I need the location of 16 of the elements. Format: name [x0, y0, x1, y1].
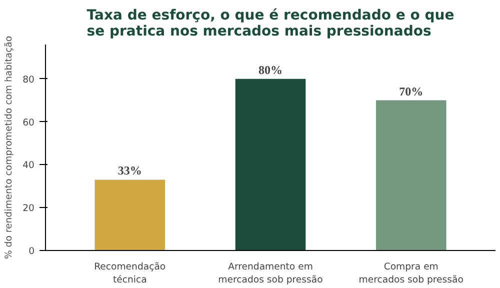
y-tick-label: 40 — [22, 160, 35, 172]
y-tick-label: 60 — [22, 117, 35, 128]
y-tick-label: 80 — [22, 74, 35, 86]
data-label: 80% — [258, 62, 282, 77]
data-label: 33% — [118, 164, 142, 178]
chart-title: Taxa de esforço, o que é recomendado e o que se pratica nos mercados mais pressionados — [86, 8, 454, 40]
y-tick-label: 20 — [22, 203, 35, 214]
bar — [376, 100, 446, 250]
x-tick-label: Arrendamento em mercados sob pressão — [218, 262, 324, 286]
x-tick-label: Recomendação técnica — [94, 262, 166, 286]
bar — [94, 180, 166, 250]
y-axis-title: % do rendimento comprometido com habitação — [4, 36, 15, 260]
y-tick-label: 0 — [28, 246, 35, 257]
data-label: 70% — [399, 84, 424, 98]
x-tick-label: Compra em mercados sob pressão — [358, 262, 464, 286]
bar — [235, 78, 306, 250]
